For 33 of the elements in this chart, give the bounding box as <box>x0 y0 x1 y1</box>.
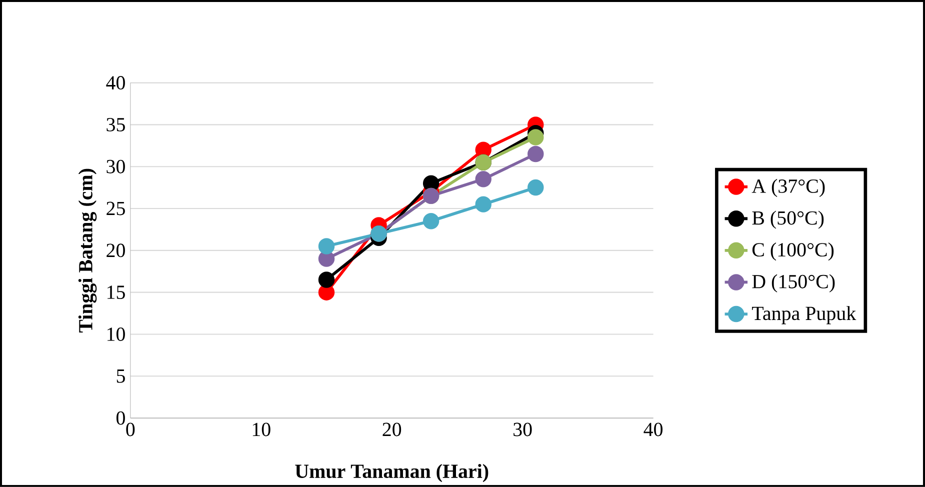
legend-label: C (100°C) <box>752 242 834 261</box>
x-tick-label: 20 <box>382 422 402 436</box>
point <box>475 171 492 188</box>
x-tick-label: 0 <box>126 422 135 436</box>
point <box>528 129 544 146</box>
y-tick-label: 30 <box>106 160 125 174</box>
point <box>475 196 492 212</box>
point <box>318 238 335 254</box>
point <box>422 212 440 230</box>
y-tick-label: 20 <box>106 244 125 258</box>
y-tick-label: 15 <box>108 286 125 300</box>
point <box>318 272 335 288</box>
point <box>422 175 440 192</box>
y-tick-label: 35 <box>106 118 125 132</box>
point <box>475 142 492 158</box>
point <box>528 146 544 162</box>
legend-label: B (50°C) <box>752 210 824 229</box>
x-tick-label: 30 <box>514 422 532 436</box>
y-tick-label: 25 <box>106 202 125 216</box>
y-tick-label: 40 <box>106 76 125 90</box>
point <box>528 179 544 196</box>
legend-label: A (37°C) <box>752 178 825 198</box>
point <box>318 284 335 300</box>
y-tick-label: 5 <box>116 370 125 383</box>
x-tick-label: 10 <box>252 422 270 436</box>
x-tick-label: 40 <box>644 422 663 436</box>
legend-label: Tanpa Pupuk <box>752 306 856 324</box>
y-tick-label: 0 <box>116 411 125 425</box>
point <box>318 250 335 267</box>
y-tick-label: 10 <box>108 328 125 341</box>
legend-label: D (150°C) <box>752 274 835 292</box>
x-axis-title: Umur Tanaman (Hari) <box>295 464 488 482</box>
y-axis-title: Tinggi Batang (cm) <box>78 168 97 333</box>
